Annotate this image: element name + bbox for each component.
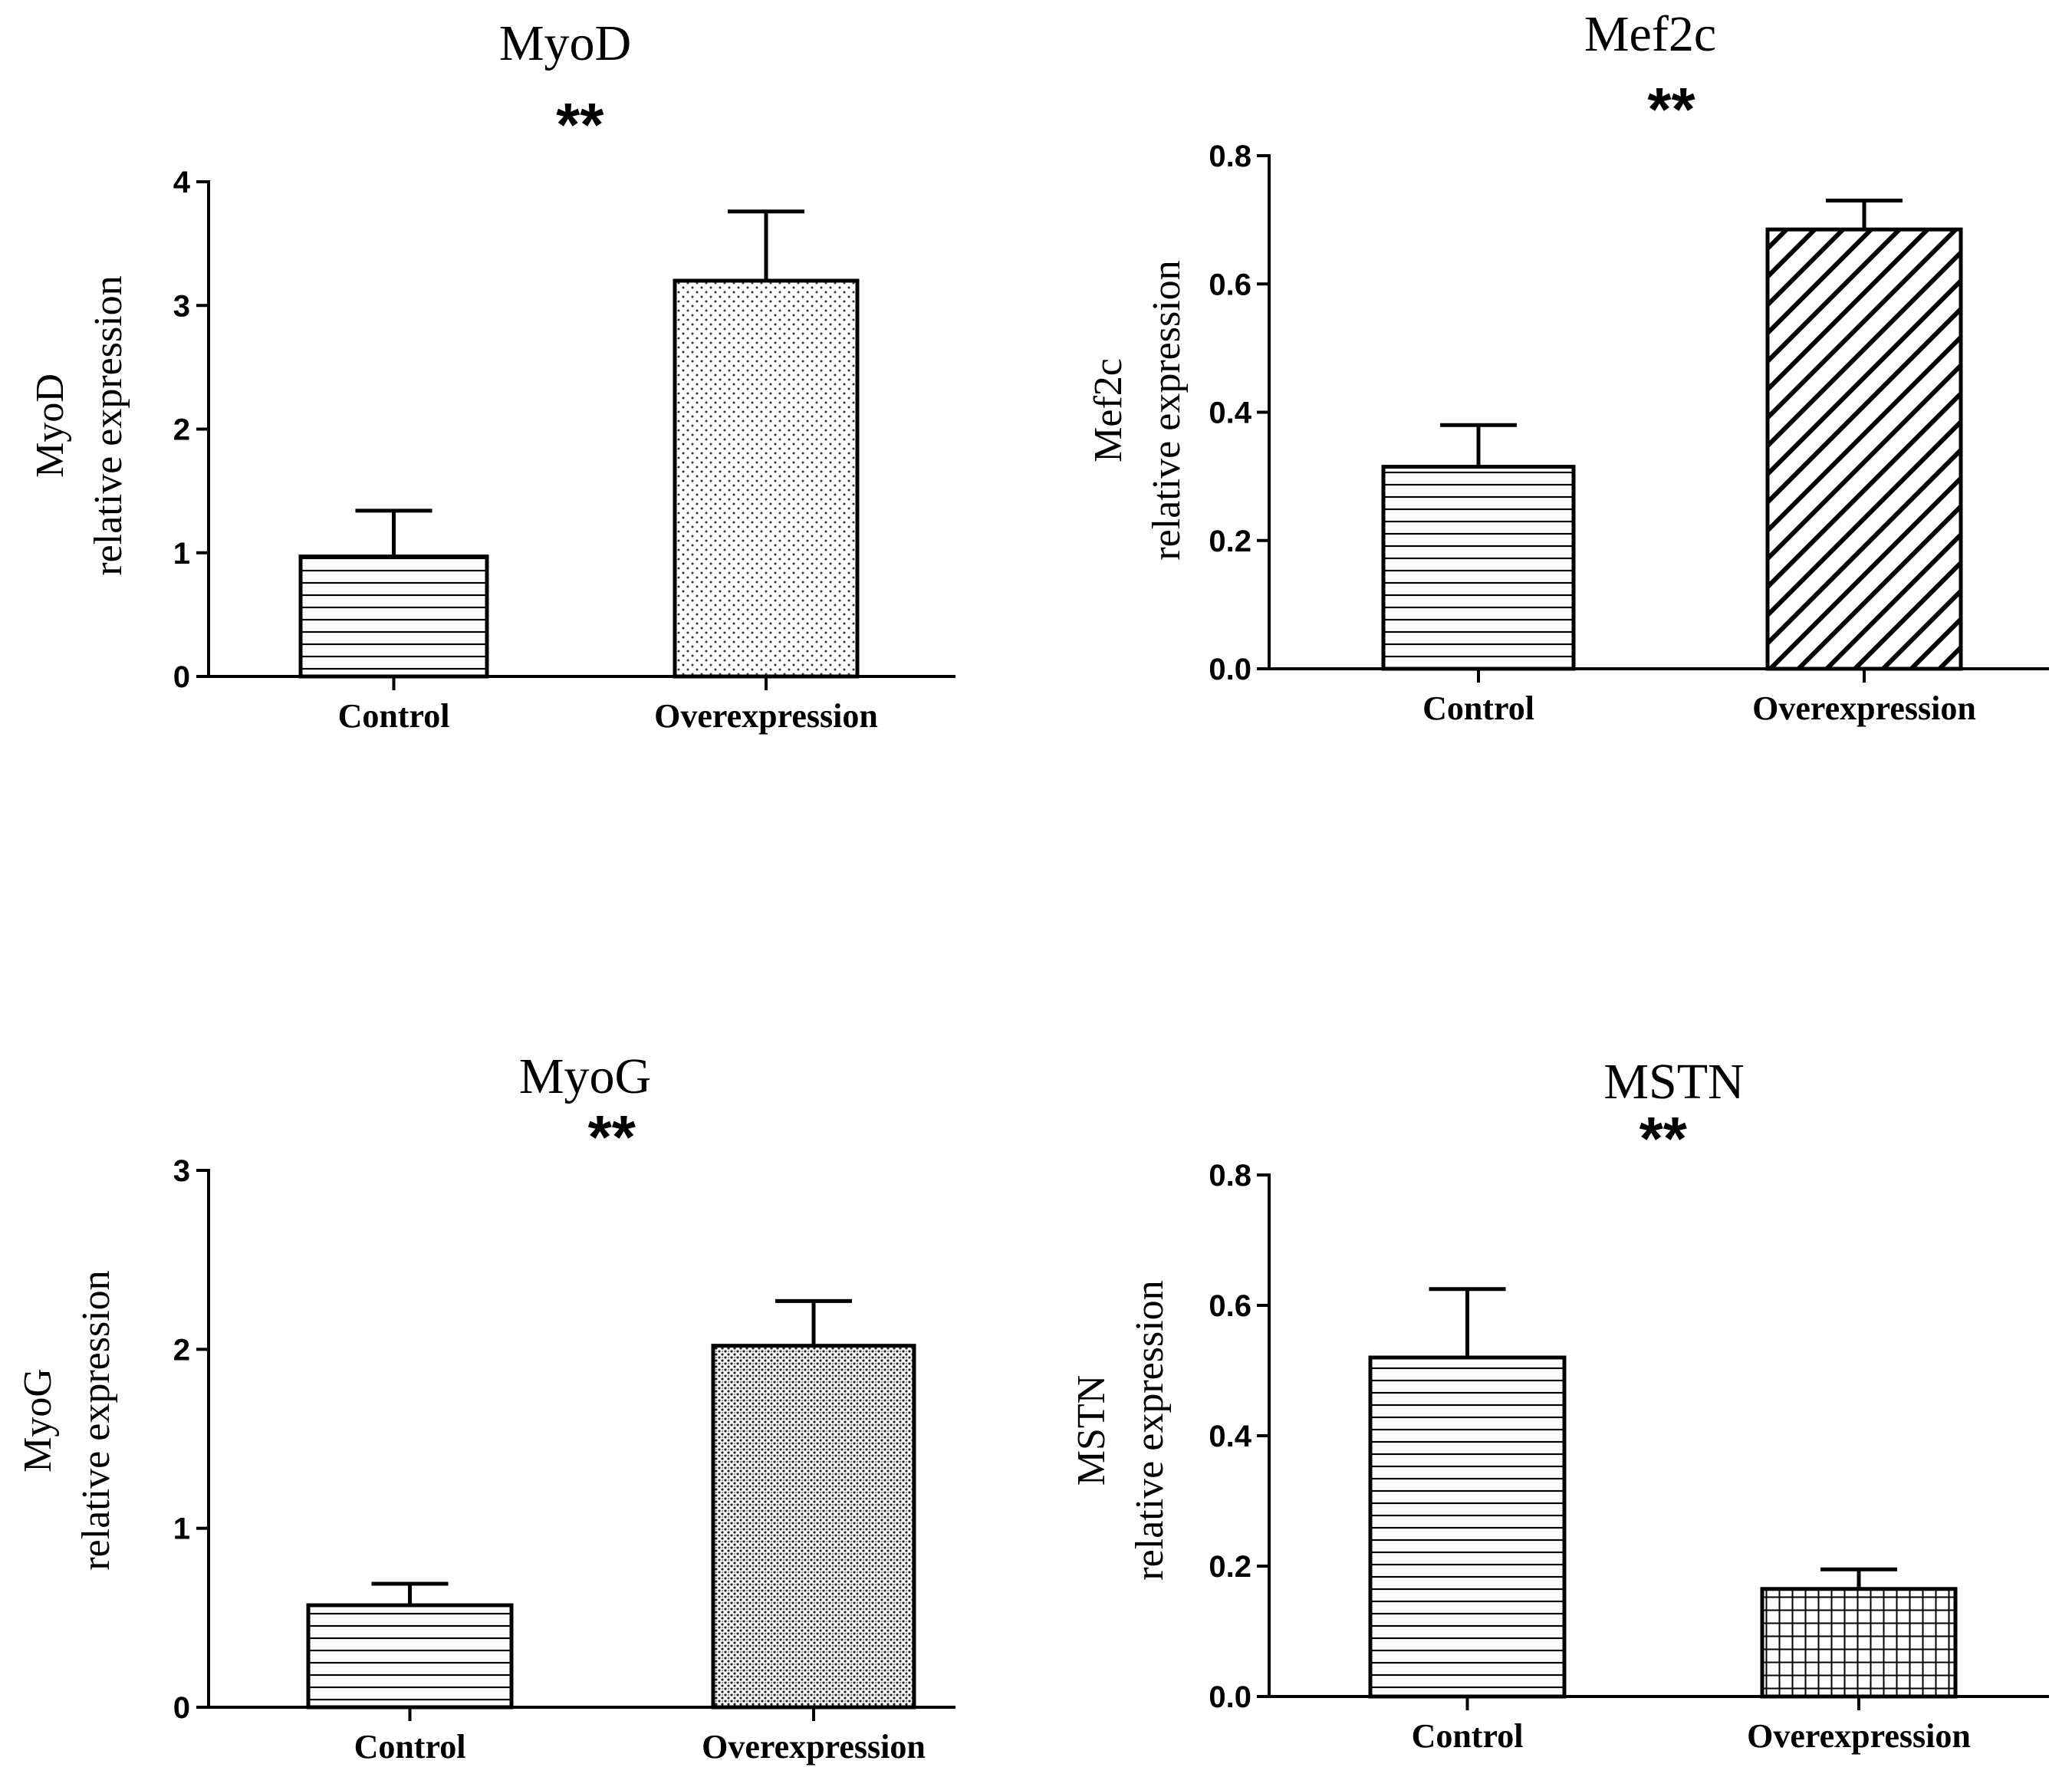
y-axis-label-line2: relative expression: [74, 1270, 118, 1570]
bar-control: [1368, 1355, 1567, 1699]
x-tick-label: Overexpression: [1747, 1717, 1971, 1755]
x-tick-label: Overexpression: [1752, 689, 1976, 727]
bar-overexpression: [1765, 227, 1963, 671]
y-tick-label: 0.8: [1209, 1159, 1251, 1193]
bar-control: [306, 1603, 514, 1710]
x-tick-label: Control: [338, 697, 450, 735]
y-axis-label-line1: MyoD: [28, 374, 72, 478]
panel-mef2c: Mef2c Mef2c relative expression 0.00.20.…: [1087, 6, 2049, 727]
y-tick-label: 1: [173, 537, 190, 571]
bar-control: [1381, 465, 1576, 671]
y-axis-label-line1: MSTN: [1070, 1375, 1113, 1486]
significance-label: **: [1640, 1104, 1688, 1173]
significance-label: **: [556, 91, 604, 159]
y-tick-label: 1: [173, 1512, 190, 1546]
x-tick-label: Overexpression: [654, 697, 878, 735]
panel-myog: MyoG MyoG relative expression 0 1 2 3 Contro…: [16, 1048, 955, 1766]
y-tick-label: 2: [173, 413, 190, 447]
y-tick-label: 3: [173, 1154, 190, 1188]
y-tick-label: 0.4: [1209, 397, 1251, 430]
y-tick-label: 0.6: [1209, 268, 1251, 301]
chart-title: MSTN: [1603, 1054, 1744, 1110]
chart-title: Mef2c: [1584, 6, 1716, 62]
x-tick-label: Overexpression: [702, 1728, 926, 1766]
bar-control: [298, 555, 489, 679]
y-axis-label-line1: MyoG: [16, 1368, 60, 1473]
y-tick-label: 0.4: [1209, 1420, 1251, 1453]
bar-overexpression: [1760, 1587, 1958, 1699]
chart-title: MyoD: [499, 15, 631, 71]
y-tick-label: 0.2: [1209, 1550, 1251, 1584]
plot-area: 0 1 2 3 Control Overexpression **: [173, 1103, 955, 1766]
y-tick-label: 0.0: [1209, 1680, 1251, 1714]
y-tick-label: 0.0: [1209, 653, 1251, 686]
x-tick-label: Control: [1412, 1717, 1524, 1755]
bar-overexpression: [711, 1344, 916, 1710]
y-tick-label: 0: [173, 660, 190, 694]
plot-area: 0.0 0.2 0.4 0.6 0.8 Control Overexpression **: [1209, 75, 2049, 727]
y-axis-label-line2: relative expression: [1145, 260, 1189, 560]
chart-title: MyoG: [519, 1048, 651, 1104]
bar-overexpression: [673, 278, 860, 679]
y-tick-label: 0.8: [1209, 140, 1251, 173]
y-axis-label-line2: relative expression: [1128, 1280, 1172, 1580]
y-tick-label: 3: [173, 289, 190, 323]
plot-area: 0 1 2 3 4 Control Overexpression **: [173, 91, 955, 735]
y-tick-label: 4: [173, 166, 191, 199]
significance-label: **: [1647, 75, 1695, 143]
y-tick-label: 0.6: [1209, 1289, 1251, 1323]
y-tick-label: 2: [173, 1333, 190, 1367]
plot-area: 0.0 0.2 0.4 0.6 0.8 Control Overexpression **: [1209, 1104, 2049, 1755]
significance-label: **: [588, 1103, 636, 1171]
y-axis-label-line1: Mef2c: [1087, 358, 1130, 462]
x-tick-label: Control: [1422, 689, 1534, 727]
panel-mstn: MSTN MSTN relative expression 0.00.20.40…: [1070, 1054, 2049, 1755]
y-axis-label-line2: relative expression: [87, 275, 130, 575]
panel-myod: MyoD MyoD relative expression 0 1 2 3 4 Contr…: [28, 15, 955, 735]
y-tick-label: 0.2: [1209, 525, 1251, 558]
y-tick-label: 0: [173, 1691, 190, 1725]
x-tick-label: Control: [354, 1728, 466, 1766]
